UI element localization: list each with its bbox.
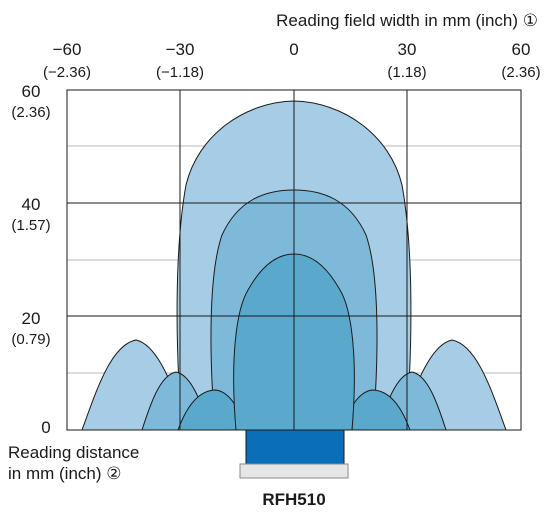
y-axis-title-line1: Reading distance <box>8 443 139 462</box>
x-tick-labels: −60 (−2.36) −30 (−1.18) 0 30 (1.18) 60 (… <box>43 40 541 81</box>
y-tick-label: 0 <box>41 418 50 437</box>
x-tick-inch-label: (2.36) <box>501 64 540 81</box>
x-tick-label: −30 <box>166 40 195 59</box>
x-tick-inch-label: (−2.36) <box>43 64 91 81</box>
major-gridlines <box>67 90 521 430</box>
device-antenna-head <box>245 429 345 465</box>
x-tick-inch-label: (−1.18) <box>156 64 204 81</box>
x-tick-label: 0 <box>289 40 298 59</box>
x-tick-label: 30 <box>398 40 417 59</box>
y-tick-label: 20 <box>22 309 41 328</box>
y-tick-inch-label: (1.57) <box>11 217 50 234</box>
rfh510-device <box>239 429 349 479</box>
y-tick-labels: 60 (2.36) 40 (1.57) 20 (0.79) 0 <box>11 82 50 437</box>
device-label: RFH510 <box>262 490 325 509</box>
x-tick-label: 60 <box>512 40 531 59</box>
x-tick-label: −60 <box>53 40 82 59</box>
y-tick-inch-label: (2.36) <box>11 104 50 121</box>
y-axis-title-line2: in mm (inch) ② <box>8 464 121 483</box>
x-tick-inch-label: (1.18) <box>387 64 426 81</box>
diagram-title: Reading field width in mm (inch) ① <box>276 11 538 30</box>
device-body <box>239 463 349 479</box>
y-tick-label: 40 <box>22 195 41 214</box>
y-tick-inch-label: (0.79) <box>11 331 50 348</box>
y-tick-label: 60 <box>22 82 41 101</box>
